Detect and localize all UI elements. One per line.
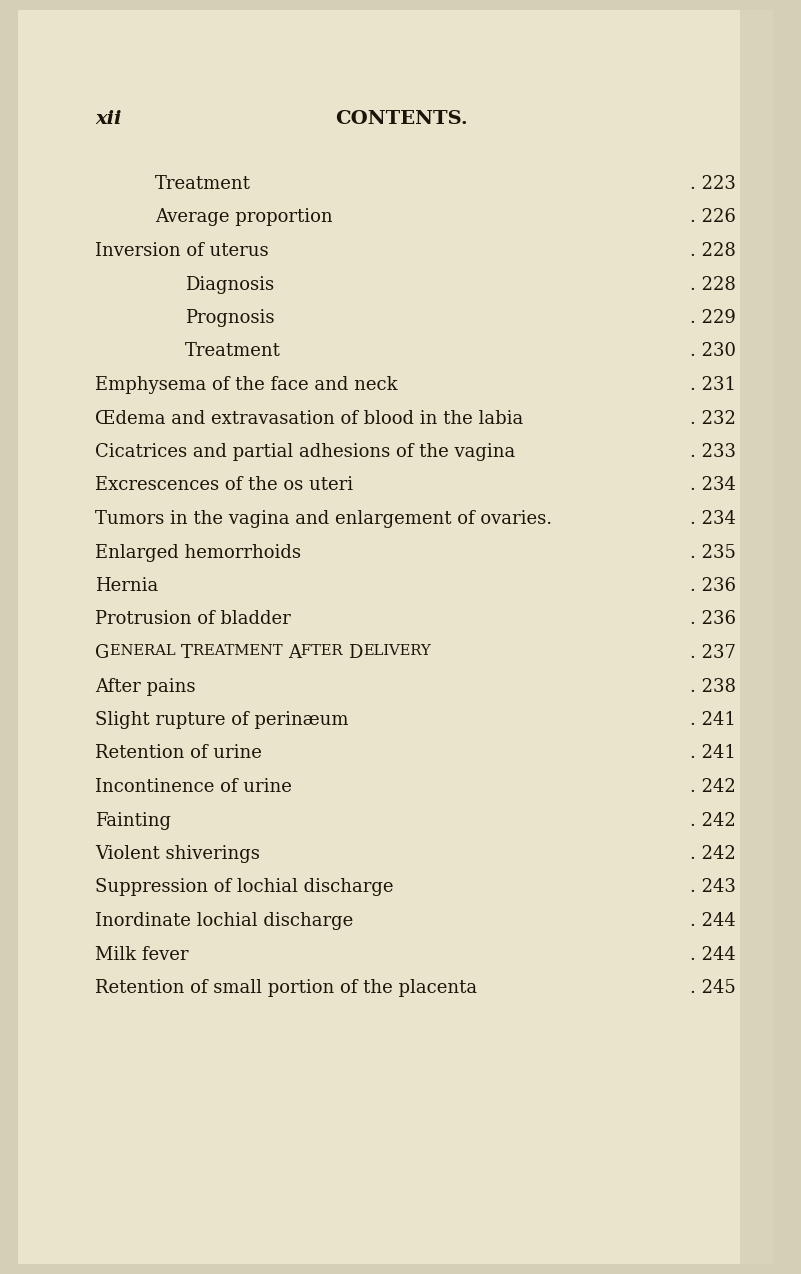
Text: . 242: . 242 — [690, 778, 736, 796]
Text: D: D — [348, 643, 363, 662]
Text: Incontinence of urine: Incontinence of urine — [95, 778, 292, 796]
Text: Cicatrices and partial adhesions of the vagina: Cicatrices and partial adhesions of the … — [95, 443, 515, 461]
Text: CONTENTS.: CONTENTS. — [335, 110, 467, 127]
Text: . 231: . 231 — [690, 376, 736, 394]
Text: . 243: . 243 — [690, 879, 736, 897]
Text: Average proportion: Average proportion — [155, 209, 332, 227]
Text: . 226: . 226 — [690, 209, 736, 227]
Text: . 228: . 228 — [690, 275, 736, 293]
Text: Violent shiverings: Violent shiverings — [95, 845, 260, 862]
Text: Tumors in the vagina and enlargement of ovaries.: Tumors in the vagina and enlargement of … — [95, 510, 552, 527]
Text: . 238: . 238 — [690, 678, 736, 696]
Text: . 242: . 242 — [690, 845, 736, 862]
Text: . 228: . 228 — [690, 242, 736, 260]
Text: Fainting: Fainting — [95, 812, 171, 829]
Text: Retention of small portion of the placenta: Retention of small portion of the placen… — [95, 978, 477, 998]
Text: Treatment: Treatment — [185, 343, 281, 361]
Text: xii: xii — [95, 110, 122, 127]
Text: Protrusion of bladder: Protrusion of bladder — [95, 610, 291, 628]
Text: . 232: . 232 — [690, 409, 736, 428]
Text: REATMENT: REATMENT — [193, 643, 288, 657]
Text: Enlarged hemorrhoids: Enlarged hemorrhoids — [95, 544, 301, 562]
Text: Excrescences of the os uteri: Excrescences of the os uteri — [95, 476, 353, 494]
Text: . 242: . 242 — [690, 812, 736, 829]
Text: ENERAL: ENERAL — [110, 643, 180, 657]
Text: . 234: . 234 — [690, 510, 736, 527]
Text: . 233: . 233 — [690, 443, 736, 461]
Text: Diagnosis: Diagnosis — [185, 275, 274, 293]
Text: Hernia: Hernia — [95, 577, 159, 595]
Text: . 241: . 241 — [690, 711, 736, 729]
Text: . 244: . 244 — [690, 912, 736, 930]
Text: G: G — [95, 643, 109, 662]
Text: After pains: After pains — [95, 678, 195, 696]
FancyBboxPatch shape — [740, 10, 773, 1264]
Text: Inversion of uterus: Inversion of uterus — [95, 242, 268, 260]
Text: . 241: . 241 — [690, 744, 736, 763]
Text: Slight rupture of perinæum: Slight rupture of perinæum — [95, 711, 348, 729]
FancyBboxPatch shape — [18, 10, 773, 1264]
Text: . 223: . 223 — [690, 175, 736, 192]
Text: Treatment: Treatment — [155, 175, 251, 192]
Text: . 235: . 235 — [690, 544, 736, 562]
Text: . 229: . 229 — [690, 310, 736, 327]
Text: Milk fever: Milk fever — [95, 945, 188, 963]
Text: ELIVERY: ELIVERY — [363, 643, 431, 657]
Text: . 236: . 236 — [690, 610, 736, 628]
Text: Suppression of lochial discharge: Suppression of lochial discharge — [95, 879, 393, 897]
Text: . 237: . 237 — [690, 643, 736, 662]
Text: Prognosis: Prognosis — [185, 310, 275, 327]
Text: . 234: . 234 — [690, 476, 736, 494]
Text: Œdema and extravasation of blood in the labia: Œdema and extravasation of blood in the … — [95, 409, 523, 428]
Text: . 244: . 244 — [690, 945, 736, 963]
Text: . 245: . 245 — [690, 978, 736, 998]
Text: . 236: . 236 — [690, 577, 736, 595]
Text: Emphysema of the face and neck: Emphysema of the face and neck — [95, 376, 397, 394]
Text: . 230: . 230 — [690, 343, 736, 361]
Text: Retention of urine: Retention of urine — [95, 744, 262, 763]
Text: Inordinate lochial discharge: Inordinate lochial discharge — [95, 912, 353, 930]
Text: T: T — [180, 643, 192, 662]
Text: FTER: FTER — [301, 643, 348, 657]
Text: A: A — [288, 643, 301, 662]
